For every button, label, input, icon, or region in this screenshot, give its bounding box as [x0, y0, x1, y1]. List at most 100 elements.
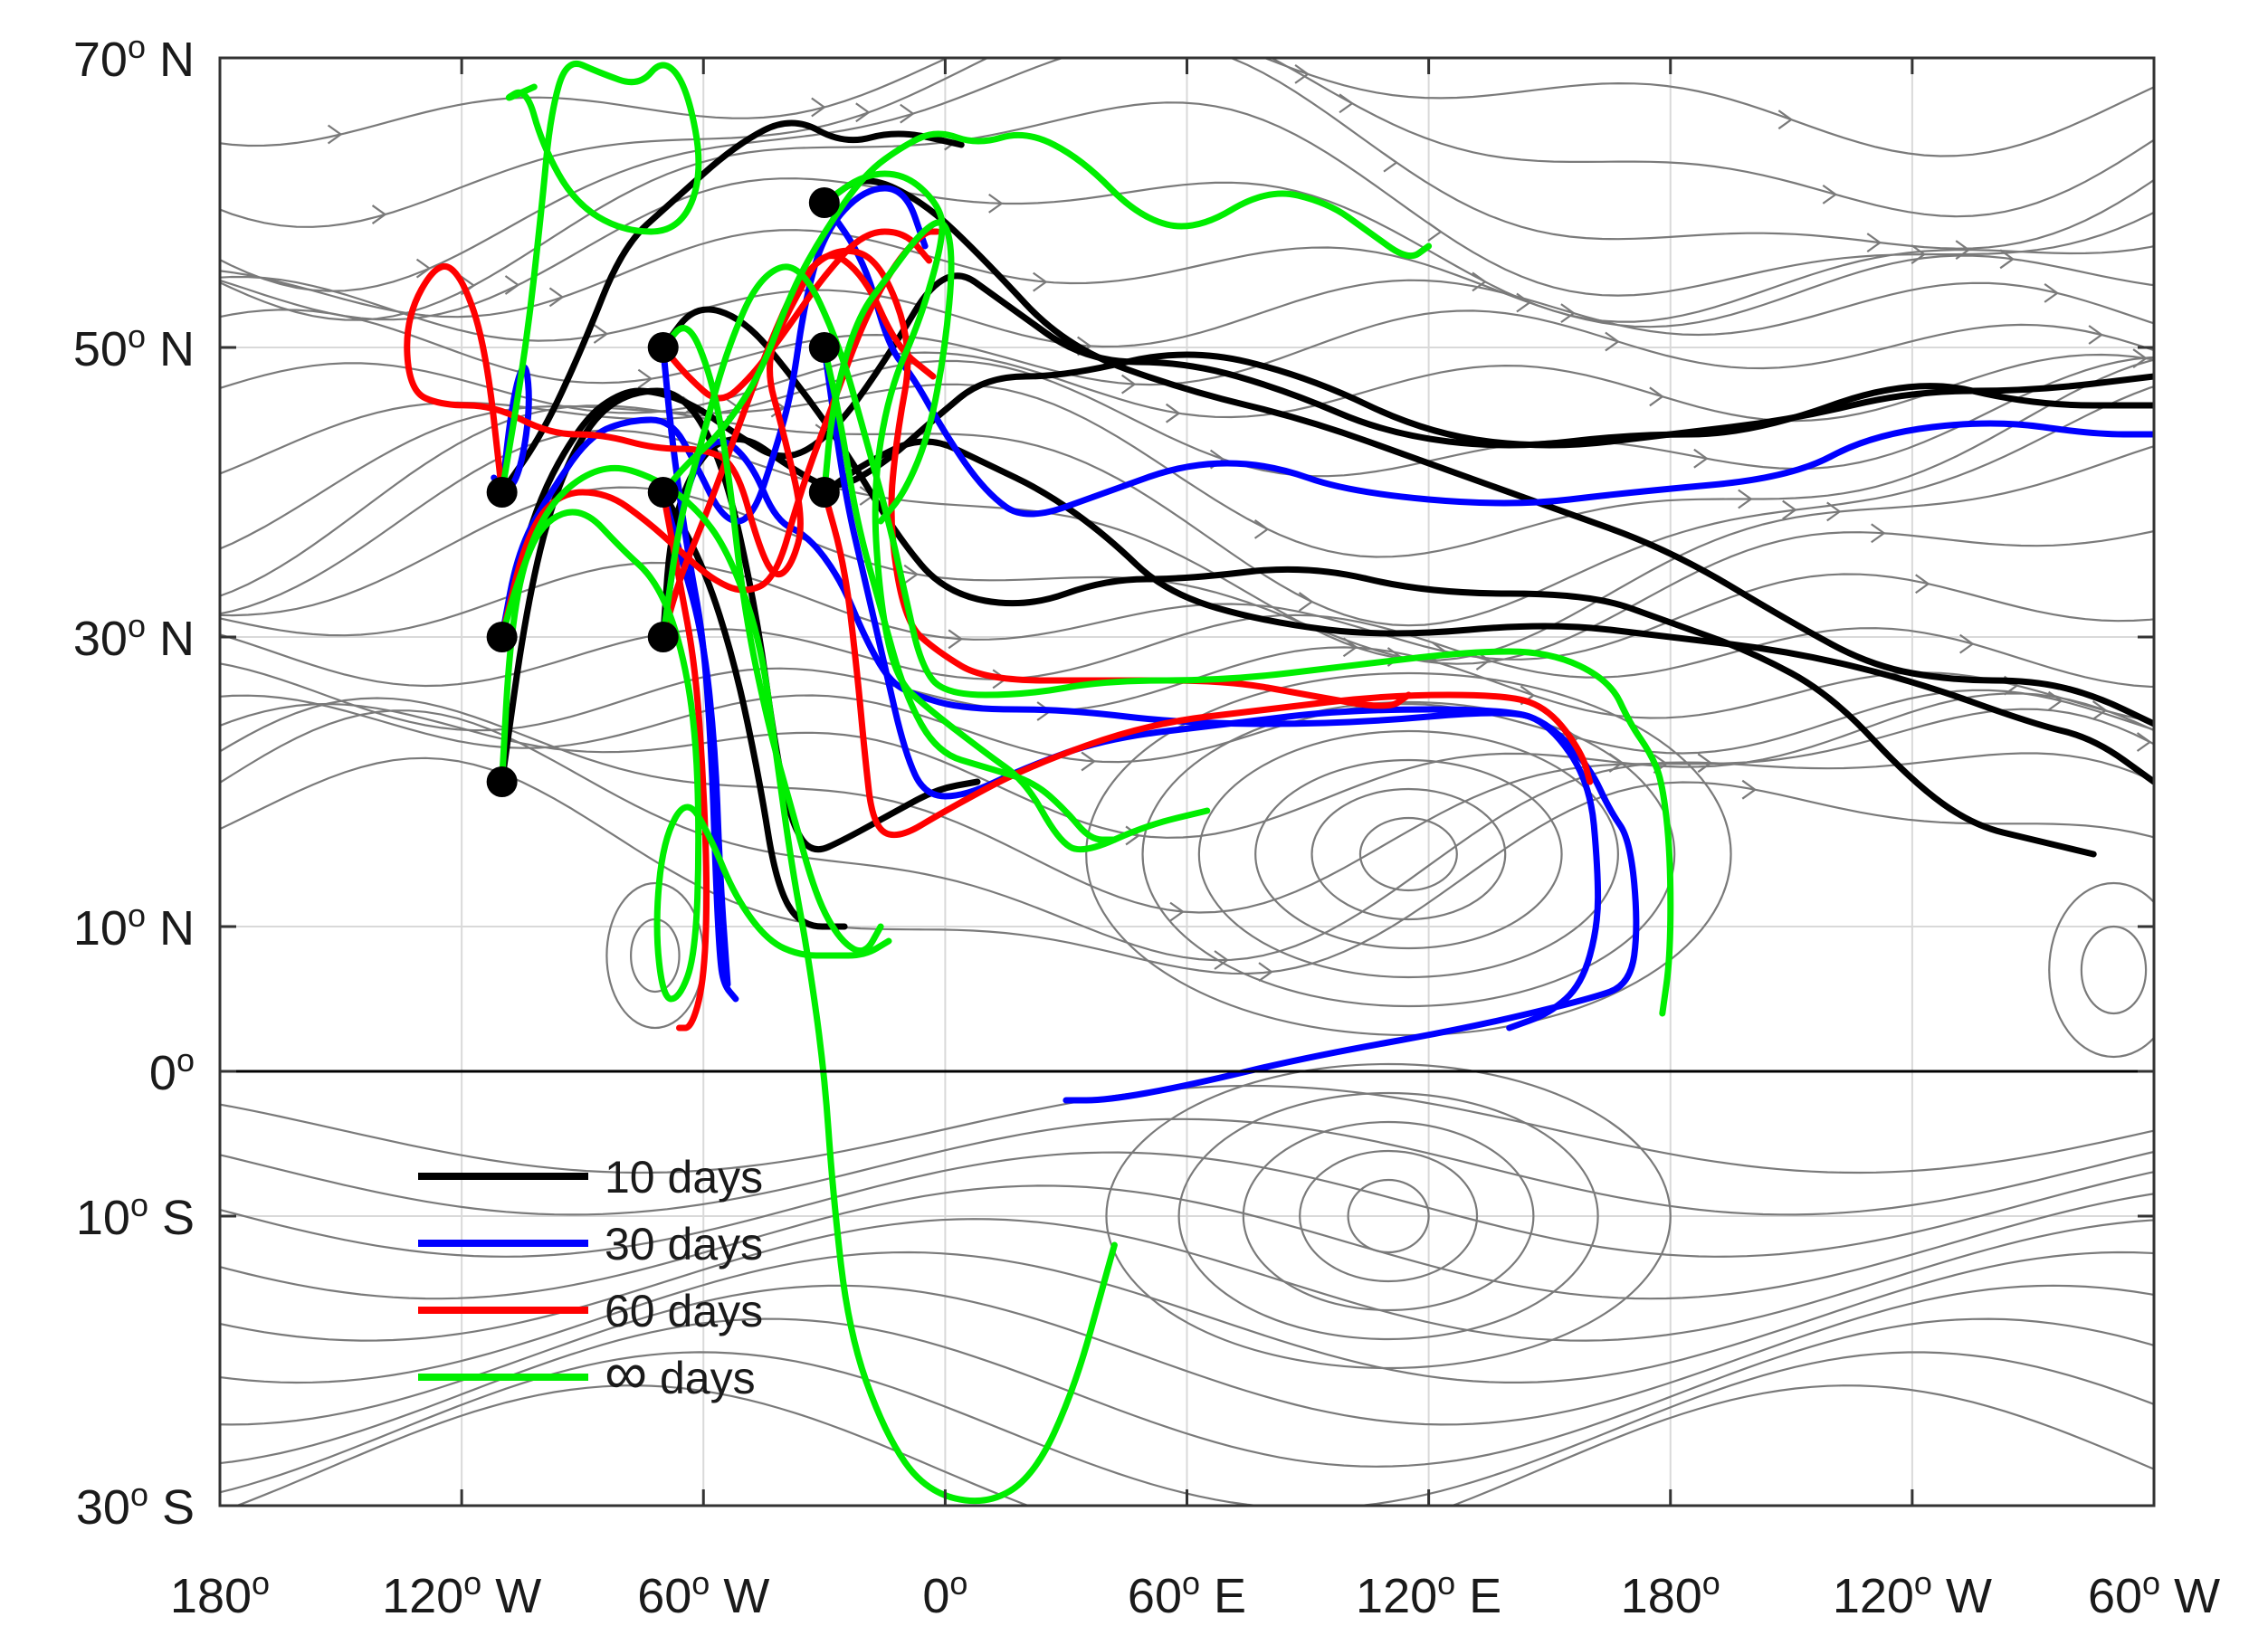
streamline-arrow	[371, 204, 387, 224]
streamline-arrow	[1777, 109, 1794, 130]
y-tick-label: 70o N	[73, 28, 195, 88]
trajectory-line	[499, 509, 892, 1003]
streamline	[220, 613, 2154, 689]
trajectory-line	[499, 61, 702, 496]
trajectory-line	[499, 272, 2154, 641]
x-tick-label: 120o W	[382, 1564, 541, 1624]
streamline-arrow	[1258, 962, 1273, 983]
streamline-arrow	[637, 368, 653, 389]
streamline-arrow	[1741, 779, 1758, 800]
streamline-arrow	[327, 124, 343, 145]
trajectory-line	[821, 199, 2154, 518]
trajectory-line	[660, 130, 1433, 496]
streamline-arrow	[1120, 374, 1137, 395]
streamline-arrow	[1560, 303, 1576, 324]
x-tick-label: 120o E	[1356, 1564, 1501, 1624]
start-point-marker	[486, 622, 518, 652]
streamline-arrow	[1915, 574, 1930, 594]
streamline-arrow	[1253, 518, 1270, 539]
streamline-gyre	[1254, 758, 1563, 950]
legend-item: 60 days	[418, 1286, 763, 1336]
streamline	[220, 561, 2154, 661]
streamline-arrow	[2136, 732, 2152, 752]
x-tick-label: 0o	[922, 1564, 967, 1624]
streamline-arrow	[1081, 751, 1096, 772]
streamline-arrow	[1169, 901, 1185, 922]
y-tick-label: 10o S	[76, 1186, 195, 1246]
trajectory-line	[499, 119, 965, 496]
streamline-arrow	[1605, 331, 1620, 352]
start-point-marker	[486, 477, 518, 508]
streamline	[220, 1351, 2154, 1506]
x-tick-label: 60o E	[1128, 1564, 1246, 1624]
streamline-arrow	[1738, 489, 1753, 509]
streamline-arrow	[1822, 184, 1838, 204]
streamline	[220, 177, 2154, 323]
streamline-gyre	[2080, 925, 2148, 1015]
streamline-arrow	[1693, 448, 1709, 469]
trajectory-line	[660, 263, 1674, 1017]
start-point-marker	[486, 766, 518, 797]
y-tick-label: 10o N	[73, 897, 195, 956]
streamline-arrow	[2044, 283, 2060, 303]
streamline-gyre	[1358, 816, 1458, 892]
streamline-arrow	[2092, 700, 2108, 720]
trajectory-line	[404, 252, 937, 578]
x-tick-label: 120o W	[1833, 1564, 1992, 1624]
streamline-arrow	[855, 102, 871, 123]
streamline-arrow	[593, 324, 609, 344]
start-point-marker	[808, 187, 840, 218]
streamline-arrow	[1165, 403, 1181, 423]
streamline-arrow	[948, 629, 964, 650]
streamline	[220, 692, 2154, 839]
trajectory-line	[660, 325, 884, 955]
streamline-arrow	[1866, 233, 1882, 252]
streamline-arrow	[1999, 249, 2015, 270]
streamline-arrow	[504, 275, 520, 295]
legend-item: 10 days	[418, 1152, 763, 1203]
trajectory-layer	[404, 61, 2154, 1505]
legend-item: 30 days	[418, 1219, 763, 1269]
x-tick-label: 60o W	[637, 1564, 769, 1624]
streamline-arrow	[1427, 222, 1443, 242]
streamline-arrow	[1125, 825, 1140, 846]
trajectory-line	[821, 177, 2154, 727]
streamline-arrow	[2047, 690, 2063, 711]
streamline-gyre	[1085, 671, 1732, 1037]
y-tick-label: 30o N	[73, 607, 195, 667]
streamline-arrow	[1826, 501, 1842, 522]
legend-label: 30 days	[605, 1219, 763, 1269]
streamline	[220, 1184, 2154, 1300]
streamline-arrow	[1871, 523, 1886, 544]
trajectory-line	[821, 219, 955, 525]
streamline	[220, 486, 2154, 665]
x-tick-label: 180o	[170, 1564, 270, 1624]
legend-label: 10 days	[605, 1152, 763, 1203]
streamline-arrow	[1294, 64, 1310, 84]
streamline	[220, 1151, 2154, 1258]
streamline-gyre	[1177, 1091, 1599, 1341]
start-point-marker	[647, 622, 679, 652]
trajectory-line	[821, 344, 1640, 1104]
streamline-gyre	[1347, 1178, 1430, 1254]
streamline-gyre	[1105, 1062, 1672, 1370]
streamline	[220, 58, 2154, 228]
streamline-gyre	[1310, 787, 1507, 921]
streamline	[220, 1218, 2154, 1342]
streamline	[220, 1284, 2154, 1426]
streamline-arrow	[900, 103, 915, 124]
streamline-arrow	[415, 258, 432, 279]
legend-label: ∞ days	[605, 1339, 756, 1406]
trajectory-line	[499, 185, 929, 641]
streamline-arrow	[1649, 386, 1664, 407]
streamline-arrow	[988, 193, 1004, 214]
start-point-marker	[808, 332, 840, 363]
trajectory-line	[499, 464, 1118, 1505]
streamline-arrow	[2088, 325, 2104, 345]
streamline-arrow	[1516, 292, 1531, 313]
streamline-layer	[220, 58, 2154, 1506]
streamline-arrow	[903, 564, 920, 585]
start-point-marker	[647, 477, 679, 508]
streamline	[220, 1317, 2154, 1468]
streamline-gyre	[1197, 729, 1619, 979]
